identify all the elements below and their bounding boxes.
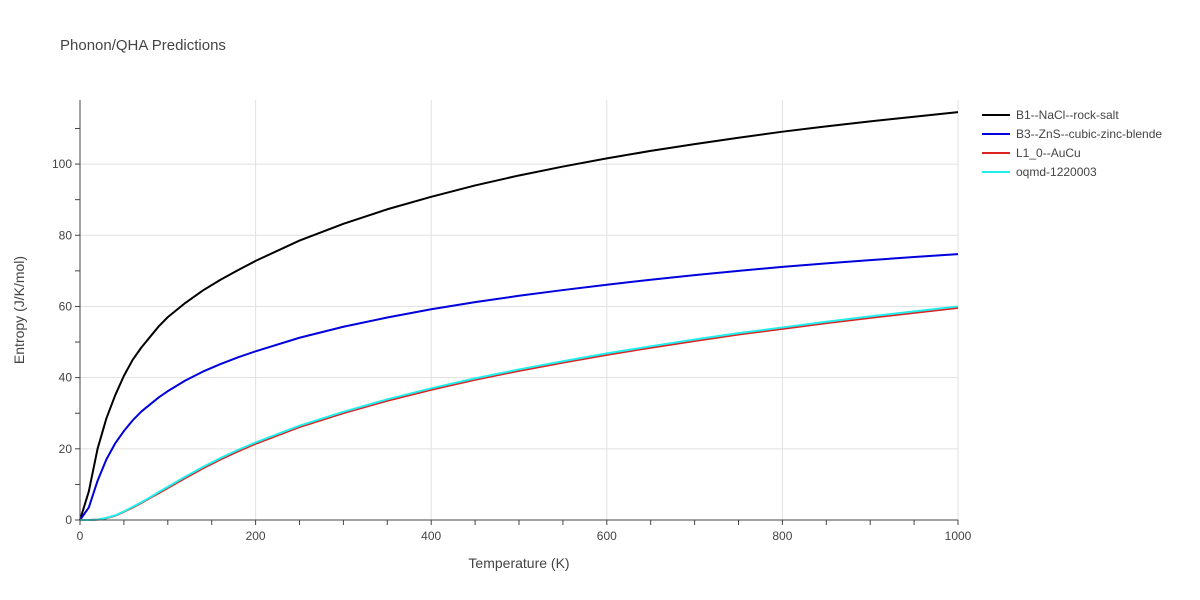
y-tick-label: 20 <box>59 442 73 456</box>
x-tick-label: 800 <box>772 529 792 543</box>
x-tick-label: 1000 <box>945 529 972 543</box>
legend-label: B3--ZnS--cubic-zinc-blende <box>1016 127 1162 141</box>
series-line-2 <box>80 306 959 521</box>
legend-label: oqmd-1220003 <box>1016 165 1097 179</box>
y-axis-title: Entropy (J/K/mol) <box>11 256 27 364</box>
grid <box>80 100 959 520</box>
x-axis-title: Temperature (K) <box>468 555 569 571</box>
chart-title: Phonon/QHA Predictions <box>60 37 226 54</box>
y-tick-label: 100 <box>52 157 72 171</box>
series-group <box>79 111 959 521</box>
axes: 0 200 400 600 800 1000 0 20 40 60 80 100 <box>52 100 972 543</box>
legend-item-0[interactable]: B1--NaCl--rock-salt <box>982 108 1119 122</box>
series-line-0 <box>79 111 959 521</box>
y-tick-label: 0 <box>65 513 72 527</box>
x-tick-label: 0 <box>77 529 84 543</box>
x-tick-label: 600 <box>597 529 617 543</box>
y-tick-label: 40 <box>59 371 73 385</box>
legend-label: B1--NaCl--rock-salt <box>1016 108 1119 122</box>
series-line-1 <box>79 253 959 521</box>
x-tick-label: 200 <box>246 529 266 543</box>
legend-item-1[interactable]: B3--ZnS--cubic-zinc-blende <box>982 127 1162 141</box>
legend-item-3[interactable]: oqmd-1220003 <box>982 165 1097 179</box>
y-tick-label: 60 <box>59 299 73 313</box>
x-tick-label: 400 <box>421 529 441 543</box>
y-tick-label: 80 <box>59 228 73 242</box>
series-line-3 <box>80 305 959 521</box>
legend-item-2[interactable]: L1_0--AuCu <box>982 146 1081 160</box>
legend[interactable]: B1--NaCl--rock-salt B3--ZnS--cubic-zinc-b… <box>982 108 1162 179</box>
legend-label: L1_0--AuCu <box>1016 146 1081 160</box>
